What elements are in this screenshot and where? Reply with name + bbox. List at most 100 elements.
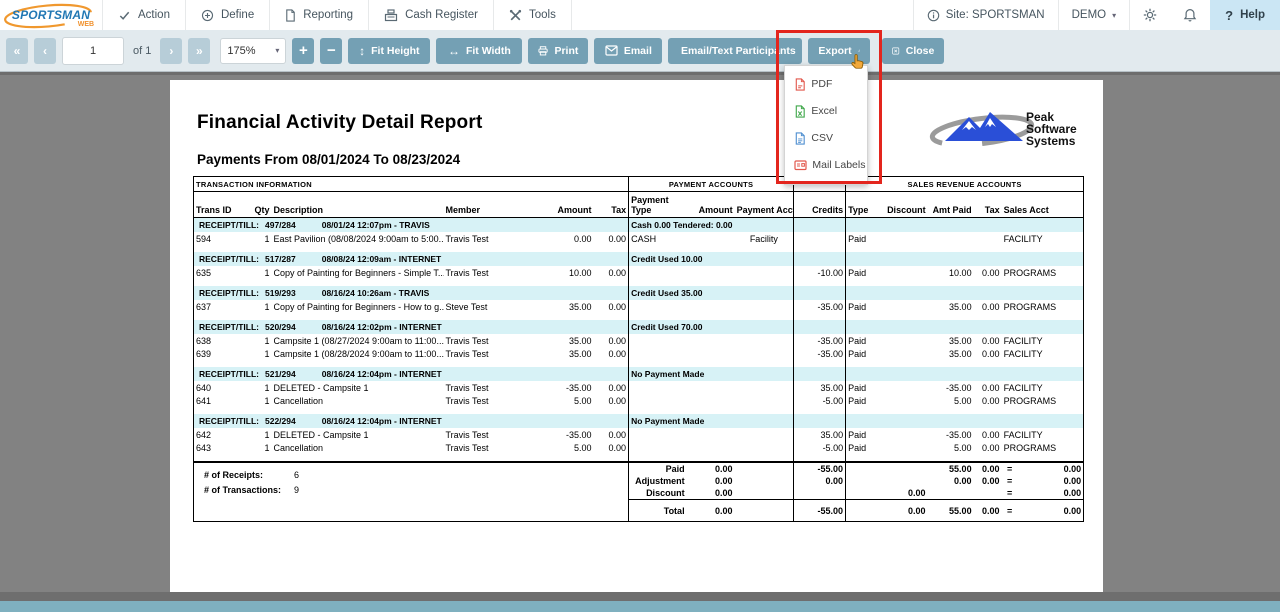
report-title: Financial Activity Detail Report [197, 112, 482, 134]
receipt-payment-summary: Credit Used 70.00 [629, 320, 794, 334]
section-sales-revenue-accounts: SALES REVENUE ACCOUNTS [846, 177, 1084, 192]
transaction-row: 6351Copy of Painting for Beginners - Sim… [194, 266, 1084, 279]
email-icon [605, 45, 618, 56]
transaction-row: 6431CancellationTravis Test5.000.00-5.00… [194, 441, 1084, 454]
transaction-row: 6391Campsite 1 (08/28/2024 9:00am to 11:… [194, 347, 1084, 360]
next-page-button[interactable]: › [160, 38, 182, 64]
nav-menu-label: Tools [529, 9, 556, 21]
horizontal-scrollbar[interactable] [0, 601, 1280, 612]
check-icon [118, 9, 131, 22]
tools-icon [509, 9, 522, 22]
zoom-select[interactable]: 175% ▾ [220, 38, 286, 64]
email-text-participants-button[interactable]: Email/Text Participants [668, 38, 802, 64]
settings-button[interactable] [1129, 0, 1170, 30]
peak-software-systems-logo: Peak Software Systems [929, 105, 1091, 152]
export-dropdown-menu: PDFExcelCSVMail Labels [784, 65, 868, 185]
nav-menu-label: Cash Register [405, 9, 478, 21]
summary-label: Paid [629, 462, 687, 475]
group-spacer-row [194, 454, 1084, 462]
chevron-down-icon: ▾ [1112, 11, 1116, 20]
nav-menu-action[interactable]: Action [103, 0, 186, 30]
register-icon [384, 9, 398, 22]
env-label: DEMO [1072, 9, 1107, 21]
last-page-button[interactable]: » [188, 38, 210, 64]
file-excel-icon [794, 105, 806, 118]
table-column-header-row: Trans IDQtyDescriptionMemberAmountTaxPay… [194, 192, 1084, 218]
report-table: TRANSACTION INFORMATIONPAYMENT ACCOUNTS S… [193, 176, 1084, 522]
receipt-payment-summary: Cash 0.00 Tendered: 0.00 [629, 218, 794, 233]
receipt-payment-summary: No Payment Made [629, 414, 794, 428]
nav-menu-label: Define [221, 9, 254, 21]
viewer-bottom-strip [0, 592, 1280, 601]
nav-menu-reporting[interactable]: Reporting [270, 0, 369, 30]
report-viewer-canvas: Financial Activity Detail Report Payment… [0, 72, 1280, 592]
circle-plus-icon [201, 9, 214, 22]
brand-sub: WEB [78, 21, 94, 28]
site-indicator: Site: SPORTSMAN [913, 0, 1058, 30]
zoom-in-button[interactable]: + [292, 38, 314, 64]
export-button[interactable]: Export [808, 38, 870, 64]
chevron-down-icon: ▾ [275, 46, 279, 55]
site-label: Site: SPORTSMAN [946, 9, 1045, 21]
receipt-header: RECEIPT/TILL:522/29408/16/24 12:04pm - I… [194, 414, 629, 428]
export-option-pdf[interactable]: PDF [785, 71, 867, 98]
arrows-horizontal-icon: ↔ [448, 45, 460, 57]
brand-name: SPORTSMAN [12, 8, 90, 22]
receipt-header: RECEIPT/TILL:520/29408/16/24 12:02pm - I… [194, 320, 629, 334]
page-number-input[interactable] [62, 37, 124, 65]
email-button[interactable]: Email [594, 38, 662, 64]
mail-labels-icon [794, 159, 807, 171]
nav-menu-tools[interactable]: Tools [494, 0, 572, 30]
total-row: Total0.00-55.000.0055.000.00=0.00 [194, 500, 1084, 522]
nav-menu-cash-register[interactable]: Cash Register [369, 0, 494, 30]
export-option-csv[interactable]: CSV [785, 125, 867, 152]
previous-page-button[interactable]: ‹ [34, 38, 56, 64]
help-icon: ? [1225, 8, 1233, 23]
group-spacer-row [194, 360, 1084, 367]
bell-icon [1183, 8, 1197, 22]
fit-height-button[interactable]: ↕ Fit Height [348, 38, 430, 64]
receipt-group-header-row: RECEIPT/TILL:521/29408/16/24 12:04pm - I… [194, 367, 1084, 381]
total-label: Total [629, 500, 687, 522]
nav-menu-label: Reporting [303, 9, 353, 21]
receipt-payment-summary: No Payment Made [629, 367, 794, 381]
printer-icon [538, 45, 548, 57]
file-pdf-icon [794, 78, 806, 91]
section-transaction-information: TRANSACTION INFORMATION [194, 177, 629, 192]
page-count-label: of 1 [130, 45, 154, 57]
transaction-row: 6371Copy of Painting for Beginners - How… [194, 300, 1084, 313]
env-dropdown[interactable]: DEMO ▾ [1058, 0, 1130, 30]
receipt-header: RECEIPT/TILL:521/29408/16/24 12:04pm - I… [194, 367, 629, 381]
group-spacer-row [194, 279, 1084, 286]
notifications-button[interactable] [1170, 0, 1210, 30]
export-option-mail-labels[interactable]: Mail Labels [785, 152, 867, 179]
fit-width-button[interactable]: ↔ Fit Width [436, 38, 522, 64]
transaction-row: 6381Campsite 1 (08/27/2024 9:00am to 11:… [194, 334, 1084, 347]
close-button[interactable]: Close [882, 38, 944, 64]
group-spacer-row [194, 245, 1084, 252]
svg-text:Systems: Systems [1026, 134, 1076, 148]
help-label: Help [1240, 9, 1265, 21]
group-spacer-row [194, 407, 1084, 414]
first-page-button[interactable]: « [6, 38, 28, 64]
receipt-header: RECEIPT/TILL:517/28708/08/24 12:09am - I… [194, 252, 629, 266]
section-payment-accounts: PAYMENT ACCOUNTS [629, 177, 794, 192]
group-spacer-row [194, 313, 1084, 320]
receipt-group-header-row: RECEIPT/TILL:522/29408/16/24 12:04pm - I… [194, 414, 1084, 428]
summary-row: # of Receipts:6# of Transactions:9Paid0.… [194, 462, 1084, 475]
top-navbar: SPORTSMAN WEB Action Define Reporting Cash … [0, 0, 1280, 31]
receipt-group-header-row: RECEIPT/TILL:519/29308/16/24 10:26am - T… [194, 286, 1084, 300]
export-option-excel[interactable]: Excel [785, 98, 867, 125]
receipt-group-header-row: RECEIPT/TILL:517/28708/08/24 12:09am - I… [194, 252, 1084, 266]
file-icon [285, 9, 296, 22]
summary-label: Discount [629, 487, 687, 500]
transaction-row: 6421DELETED - Campsite 1Travis Test-35.0… [194, 428, 1084, 441]
sportsman-logo[interactable]: SPORTSMAN WEB [0, 0, 103, 30]
transaction-row: 6411CancellationTravis Test5.000.00-5.00… [194, 394, 1084, 407]
zoom-out-button[interactable]: − [320, 38, 342, 64]
nav-menu-define[interactable]: Define [186, 0, 270, 30]
receipt-header: RECEIPT/TILL:497/28408/01/24 12:07pm - T… [194, 218, 629, 233]
receipt-header: RECEIPT/TILL:519/29308/16/24 10:26am - T… [194, 286, 629, 300]
help-button[interactable]: ? Help [1210, 0, 1280, 30]
print-button[interactable]: Print [528, 38, 588, 64]
